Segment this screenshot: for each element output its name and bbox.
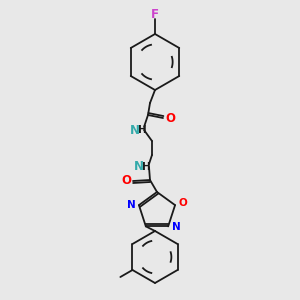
- Text: O: O: [179, 198, 188, 208]
- Text: O: O: [121, 175, 131, 188]
- Text: H: H: [142, 162, 150, 172]
- Text: N: N: [130, 124, 140, 136]
- Text: N: N: [127, 200, 135, 210]
- Text: O: O: [165, 112, 175, 124]
- Text: N: N: [134, 160, 144, 173]
- Text: F: F: [151, 8, 159, 20]
- Text: H: H: [138, 125, 146, 135]
- Text: N: N: [172, 222, 181, 233]
